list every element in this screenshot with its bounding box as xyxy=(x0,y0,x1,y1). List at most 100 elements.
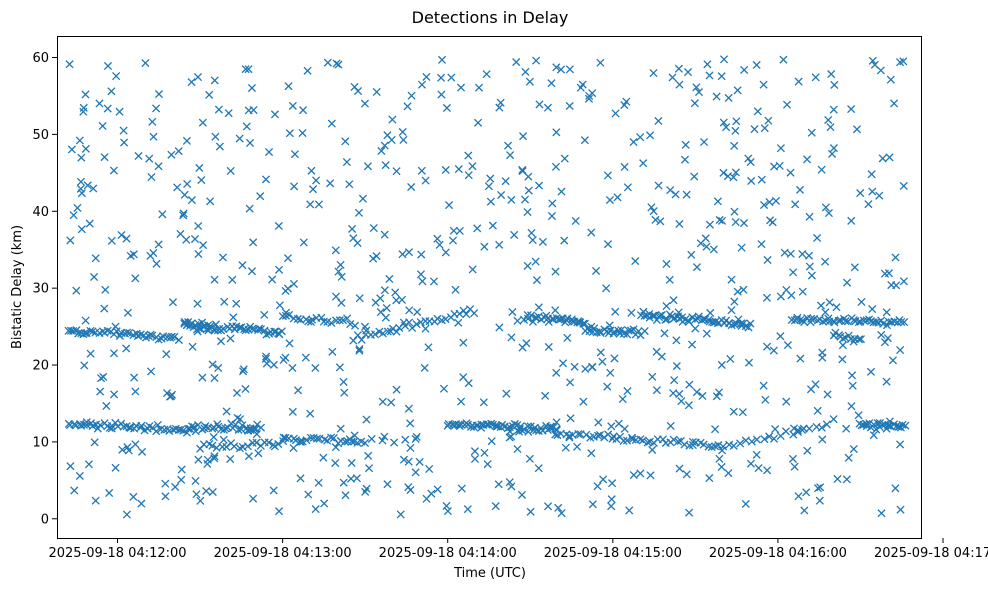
data-point xyxy=(574,429,583,439)
data-point xyxy=(826,123,835,132)
data-point xyxy=(352,474,361,483)
data-point xyxy=(783,341,792,350)
data-point xyxy=(719,118,728,127)
data-point xyxy=(369,223,378,233)
data-point xyxy=(534,303,543,312)
data-point xyxy=(776,144,785,153)
data-point xyxy=(226,334,235,343)
data-point xyxy=(268,275,277,284)
data-point xyxy=(176,229,185,238)
data-point xyxy=(319,317,328,326)
data-point xyxy=(737,319,746,328)
data-point xyxy=(262,330,271,339)
data-point xyxy=(627,308,636,317)
data-point xyxy=(95,99,104,108)
data-point xyxy=(392,385,401,394)
data-point xyxy=(357,335,366,344)
data-point xyxy=(875,191,884,200)
data-point xyxy=(495,240,504,249)
data-point xyxy=(726,354,735,363)
data-point xyxy=(269,486,278,495)
data-point xyxy=(454,165,463,174)
data-point xyxy=(534,464,543,473)
data-point xyxy=(666,421,675,430)
data-point xyxy=(887,280,896,290)
data-point xyxy=(827,149,837,158)
data-point xyxy=(290,150,299,159)
data-point xyxy=(854,411,863,420)
data-point xyxy=(868,187,877,196)
data-point xyxy=(685,508,694,517)
data-point xyxy=(242,122,251,131)
data-point xyxy=(412,320,421,329)
data-point xyxy=(441,248,450,257)
data-point xyxy=(629,470,638,480)
data-point xyxy=(507,195,516,204)
data-point xyxy=(480,448,489,457)
x-tick-label: 2025-09-18 04:12:00 xyxy=(48,546,186,561)
data-point xyxy=(581,364,590,373)
data-point xyxy=(531,257,540,266)
data-point xyxy=(339,377,348,386)
data-point xyxy=(388,115,397,124)
data-point xyxy=(807,271,816,280)
data-point xyxy=(690,99,699,108)
data-point xyxy=(196,496,205,505)
data-point xyxy=(771,196,781,205)
data-point xyxy=(171,482,180,492)
data-point xyxy=(398,250,407,259)
data-point xyxy=(765,216,775,225)
data-point xyxy=(260,438,269,447)
data-point xyxy=(362,484,371,493)
data-point xyxy=(473,118,483,127)
data-point xyxy=(896,440,905,449)
data-point xyxy=(112,71,121,81)
data-point xyxy=(833,474,842,484)
data-point xyxy=(442,103,452,113)
data-point xyxy=(877,509,886,518)
data-point xyxy=(210,373,219,383)
data-point xyxy=(137,499,146,508)
data-point xyxy=(117,230,126,240)
data-point xyxy=(148,117,157,126)
data-point xyxy=(662,302,671,311)
data-point xyxy=(873,419,882,428)
data-point xyxy=(289,443,298,453)
data-point xyxy=(147,173,156,182)
data-point xyxy=(208,487,217,497)
data-point xyxy=(449,226,458,235)
data-point xyxy=(869,431,878,440)
data-point xyxy=(383,327,392,336)
data-point xyxy=(886,75,895,84)
data-point xyxy=(671,190,680,199)
data-point xyxy=(544,342,553,352)
data-point xyxy=(524,172,533,181)
data-point xyxy=(599,475,608,484)
data-point xyxy=(776,332,785,341)
data-point xyxy=(513,316,522,325)
data-point xyxy=(669,296,678,305)
data-point xyxy=(326,179,335,188)
x-tick-label: 2025-09-18 04:15:00 xyxy=(544,546,682,561)
data-point xyxy=(486,174,495,183)
data-point xyxy=(406,443,415,452)
data-point xyxy=(495,103,504,112)
data-point xyxy=(740,65,749,74)
data-point xyxy=(623,183,632,192)
data-point xyxy=(269,360,278,369)
data-point xyxy=(337,272,346,281)
data-point xyxy=(652,347,661,356)
data-point xyxy=(413,307,422,317)
data-point xyxy=(387,398,396,407)
data-point xyxy=(731,126,740,135)
data-point xyxy=(123,308,133,317)
data-point xyxy=(194,249,203,259)
data-point xyxy=(527,228,536,238)
data-point xyxy=(560,236,569,245)
data-point xyxy=(857,297,866,306)
data-point xyxy=(66,462,75,471)
data-point xyxy=(345,180,354,189)
data-point xyxy=(184,424,193,433)
data-point xyxy=(640,311,649,320)
data-point xyxy=(429,277,439,286)
